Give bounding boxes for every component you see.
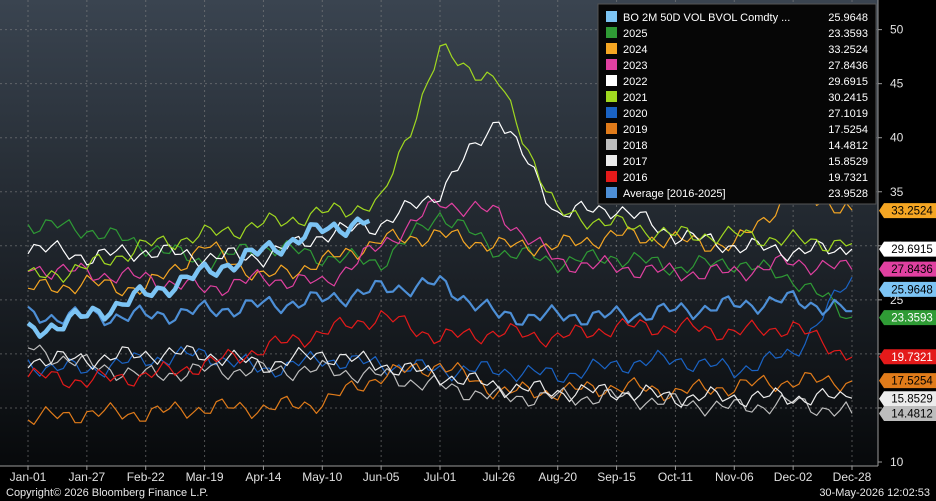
value-tag-label: 23.3593 [891, 313, 933, 325]
value-tag [879, 391, 936, 407]
value-tag-label: 27.8436 [891, 264, 933, 276]
copyright-text: Copyright© 2026 Bloomberg Finance L.P. [6, 487, 208, 499]
value-tag-label: 25.9648 [891, 284, 933, 296]
x-tick-label: Dec-02 [774, 470, 813, 484]
legend-label: 2018 [623, 140, 647, 152]
value-tag-label: 33.2524 [891, 206, 933, 218]
legend-swatch [606, 139, 617, 150]
x-tick-label: Jan-01 [10, 470, 47, 484]
legend-value: 33.2524 [828, 44, 868, 56]
value-tag [879, 373, 936, 389]
series-line [27, 275, 853, 327]
legend-label: 2017 [623, 156, 647, 168]
series-line [27, 198, 853, 297]
legend-value: 27.8436 [828, 60, 868, 72]
legend-value: 15.8529 [828, 156, 868, 168]
value-tag [879, 310, 936, 326]
value-tag-label: 19.7321 [891, 352, 933, 364]
series-line [27, 43, 853, 283]
y-tick-label: 50 [890, 23, 904, 37]
legend-value: 19.7321 [828, 172, 868, 184]
legend-swatch [606, 171, 617, 182]
y-tick-label: 45 [890, 77, 904, 91]
x-tick-label: Jul-01 [424, 470, 457, 484]
value-tag [879, 261, 936, 277]
x-tick-label: Feb-22 [127, 470, 165, 484]
legend-label: 2023 [623, 60, 647, 72]
value-tag-label: 15.8529 [891, 394, 933, 406]
legend-label: 2016 [623, 172, 647, 184]
legend-swatch [606, 91, 617, 102]
legend-box [597, 3, 877, 205]
value-tag [879, 281, 936, 297]
x-tick-label: Aug-20 [538, 470, 577, 484]
legend-swatch [606, 59, 617, 70]
x-axis: Jan-01 Jan-27 Feb-22 Mar-19 Apr-14 May-10 Jun-… [10, 466, 872, 484]
value-tag-label: 17.5254 [891, 376, 933, 388]
legend-label: BO 2M 50D VOL BVOL Comdty ... [623, 12, 790, 24]
timestamp-text: 30-May-2026 12:02:53 [819, 487, 930, 499]
series-line [27, 212, 853, 320]
value-tag-label: 14.4812 [891, 409, 933, 421]
x-tick-label: Mar-19 [186, 470, 224, 484]
legend-swatch [606, 107, 617, 118]
series-line [27, 310, 853, 389]
y-tick-label: 40 [890, 131, 904, 145]
legend-label: 2019 [623, 124, 647, 136]
value-tag-label: 29.6915 [891, 244, 933, 256]
legend-swatch [606, 155, 617, 166]
legend-value: 17.5254 [828, 124, 868, 136]
legend-swatch [606, 43, 617, 54]
x-tick-label: Dec-28 [833, 470, 872, 484]
legend-label: Average [2016-2025] [623, 188, 726, 200]
x-tick-label: Sep-15 [597, 470, 636, 484]
legend-swatch [606, 123, 617, 134]
legend-swatch [606, 187, 617, 198]
legend-value: 25.9648 [828, 12, 868, 24]
legend-value: 27.1019 [828, 108, 868, 120]
legend: BO 2M 50D VOL BVOL Comdty ... 25.9648 2025… [597, 3, 877, 205]
series-lines [26, 43, 853, 425]
legend-label: 2024 [623, 44, 647, 56]
value-tag [879, 349, 936, 365]
x-tick-label: Jun-05 [363, 470, 400, 484]
legend-label: 2021 [623, 92, 647, 104]
value-tag [879, 203, 936, 219]
value-tag [879, 406, 936, 422]
last-value-tags: 33.2524 29.6915 27.8436 25.9648 23.3593 19.73… [879, 203, 936, 422]
legend-swatch [606, 75, 617, 86]
series-line [26, 216, 371, 339]
series-line [27, 184, 853, 297]
x-tick-label: Apr-14 [245, 470, 281, 484]
legend-value: 30.2415 [828, 92, 868, 104]
y-tick-label: 10 [890, 455, 904, 469]
legend-label: 2022 [623, 76, 647, 88]
x-tick-label: Oct-11 [658, 470, 693, 484]
legend-swatch [606, 27, 617, 38]
legend-swatch [606, 11, 617, 22]
legend-value: 23.9528 [828, 188, 868, 200]
legend-value: 29.6915 [828, 76, 868, 88]
x-tick-label: Jul-26 [483, 470, 516, 484]
x-tick-label: Jan-27 [69, 470, 106, 484]
legend-value: 14.4812 [828, 140, 868, 152]
series-line [27, 276, 853, 383]
value-tag [879, 241, 936, 257]
series-line [27, 345, 853, 408]
x-tick-label: May-10 [302, 470, 342, 484]
legend-label: 2025 [623, 28, 647, 40]
x-tick-label: Nov-06 [715, 470, 754, 484]
legend-value: 23.3593 [828, 28, 868, 40]
y-tick-label: 35 [890, 185, 904, 199]
legend-label: 2020 [623, 108, 647, 120]
